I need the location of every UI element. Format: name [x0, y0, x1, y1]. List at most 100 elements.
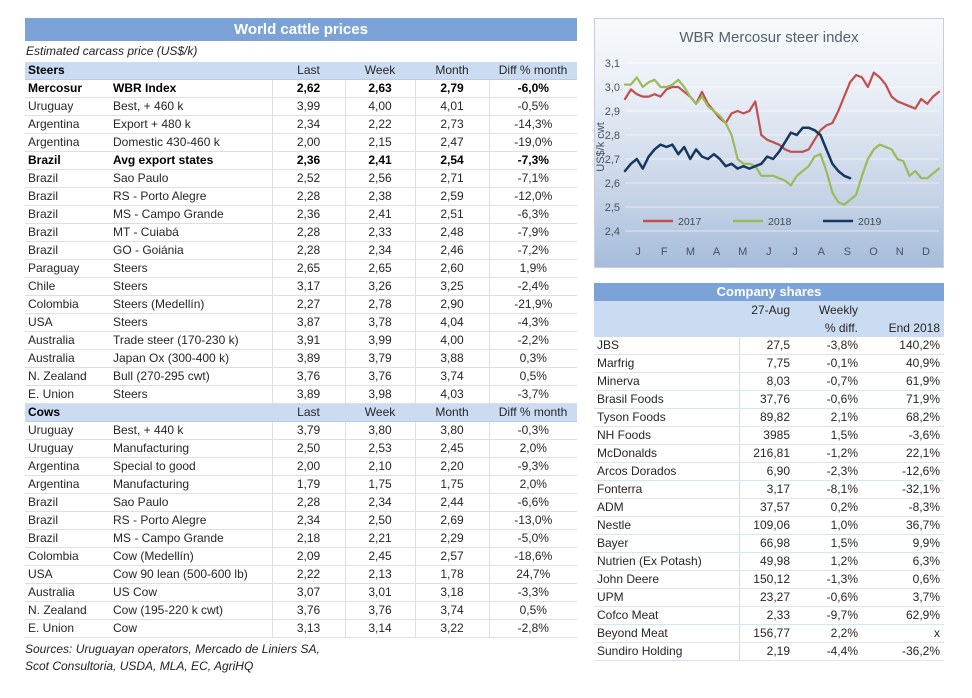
diff-cell: -9,3%	[488, 457, 578, 476]
diff-cell: -3,7%	[488, 385, 578, 404]
company-name: Brasil Foods	[597, 392, 664, 406]
end-2018-cell: 3,7%	[912, 590, 940, 604]
last-cell: 2,52	[271, 169, 346, 188]
country-cell: N. Zealand	[25, 601, 110, 620]
price-row: Uruguay Best, + 440 k 3,79 3,80 3,80 -0,3%	[25, 421, 578, 440]
country-cell: Colombia	[25, 547, 110, 566]
price-cell: 23,27	[739, 589, 794, 606]
country-cell: Uruguay	[25, 97, 110, 116]
company-row: Bayer 66,98 1,5% 9,9%	[594, 535, 944, 553]
week-cell: 3,76	[344, 601, 416, 620]
price-cell: 216,81	[739, 445, 794, 462]
company-row: JBS 27,5 -3,8% 140,2%	[594, 337, 944, 355]
company-name: Nutrien (Ex Potash)	[597, 554, 702, 568]
right-column: WBR Mercosur steer index 3,1 3,0 2,9 2,8 2,7…	[594, 18, 944, 661]
week-cell: 3,79	[344, 349, 416, 368]
company-name: Nestle	[597, 518, 632, 532]
company-name: Bayer	[597, 536, 629, 550]
y-tick-label: 2,8	[605, 130, 620, 142]
weekly-diff-cell: -0,1%	[826, 356, 858, 370]
description-cell: Sao Paulo	[110, 169, 273, 188]
x-tick-label: A	[713, 246, 721, 258]
y-axis-label: US$/k cwt	[595, 122, 607, 172]
company-row: Fonterra 3,17 -8,1% -32,1%	[594, 481, 944, 499]
diff-cell: -7,1%	[488, 169, 578, 188]
chart-title: WBR Mercosur steer index	[679, 29, 859, 46]
week-cell: 3,80	[344, 421, 416, 440]
description-cell: RS - Porto Alegre	[110, 187, 273, 206]
company-shares-section: Company shares 27-Aug Weekly % diff. End…	[594, 283, 944, 661]
diff-cell: -2,4%	[488, 277, 578, 296]
last-cell: 3,17	[271, 277, 346, 296]
month-cell: 2,59	[414, 187, 490, 206]
last-cell: 3,79	[271, 421, 346, 440]
company-name: Minerva	[597, 374, 640, 388]
end-2018-cell: 61,9%	[905, 374, 940, 388]
price-cell: 150,12	[739, 571, 794, 588]
month-cell: 2,20	[414, 457, 490, 476]
description-cell: Steers	[110, 277, 273, 296]
company-row: Nutrien (Ex Potash) 49,98 1,2% 6,3%	[594, 553, 944, 571]
diff-cell: -6,6%	[488, 493, 578, 512]
description-cell: MS - Campo Grande	[110, 205, 273, 224]
week-cell: 2,21	[344, 529, 416, 548]
column-header: Week	[345, 62, 416, 80]
week-cell: 2,63	[344, 79, 416, 98]
company-name: Tyson Foods	[597, 410, 666, 424]
last-cell: 2,18	[271, 529, 346, 548]
month-cell: 3,22	[414, 619, 490, 638]
diff-cell: -0,5%	[488, 97, 578, 116]
month-cell: 3,25	[414, 277, 490, 296]
week-cell: 2,22	[344, 115, 416, 134]
diff-cell: -14,3%	[488, 115, 578, 134]
description-cell: RS - Porto Alegre	[110, 511, 273, 530]
country-cell: Brazil	[25, 241, 110, 260]
diff-cell: -5,0%	[488, 529, 578, 548]
diff-cell: 0,5%	[488, 367, 578, 386]
price-cell: 2,19	[739, 643, 794, 660]
week-cell: 2,41	[344, 205, 416, 224]
month-cell: 3,74	[414, 367, 490, 386]
diff-cell: -7,3%	[488, 151, 578, 170]
month-cell: 2,60	[414, 259, 490, 278]
price-row: Argentina Special to good 2,00 2,10 2,20 -9,3…	[25, 457, 578, 476]
end-2018-cell: -32,1%	[901, 482, 940, 496]
world-cattle-prices-section: World cattle prices Estimated carcass pr…	[25, 18, 578, 675]
company-name: Cofco Meat	[597, 608, 659, 622]
weekly-diff-cell: -0,7%	[826, 374, 858, 388]
last-cell: 3,91	[271, 331, 346, 350]
last-cell: 2,65	[271, 259, 346, 278]
country-cell: Australia	[25, 583, 110, 602]
country-cell: Brazil	[25, 187, 110, 206]
weekly-diff-cell: 2,2%	[830, 626, 858, 640]
weekly-diff-cell: 2,1%	[830, 410, 858, 424]
month-cell: 4,03	[414, 385, 490, 404]
weekly-diff-cell: 0,2%	[830, 500, 858, 514]
cattle-prices-table: Steers Last Week Month Diff % month Mercosur W…	[25, 62, 578, 638]
end-2018-cell: 62,9%	[905, 608, 940, 622]
end-2018-cell: 22,1%	[905, 446, 940, 460]
week-cell: 2,34	[344, 493, 416, 512]
week-cell: 2,41	[344, 151, 416, 170]
price-row: Brazil MT - Cuiabá 2,28 2,33 2,48 -7,9%	[25, 223, 578, 242]
week-cell: 2,15	[344, 133, 416, 152]
country-cell: E. Union	[25, 385, 110, 404]
country-cell: Australia	[25, 331, 110, 350]
price-row: USA Steers 3,87 3,78 4,04 -4,3%	[25, 313, 578, 332]
price-row: Colombia Cow (Medellín) 2,09 2,45 2,57 -18,6%	[25, 547, 578, 566]
price-row: Brazil MS - Campo Grande 2,18 2,21 2,29 -5,0%	[25, 529, 578, 548]
week-cell: 2,45	[344, 547, 416, 566]
description-cell: Sao Paulo	[110, 493, 273, 512]
y-tick-label: 2,9	[605, 106, 620, 118]
description-cell: Steers	[110, 259, 273, 278]
sources-line-1: Sources: Uruguayan operators, Mercado de…	[25, 642, 320, 656]
description-cell: GO - Goiánia	[110, 241, 273, 260]
header-end-2018: End 2018	[888, 321, 940, 335]
week-cell: 2,50	[344, 511, 416, 530]
price-row: Brazil Sao Paulo 2,52 2,56 2,71 -7,1%	[25, 169, 578, 188]
month-cell: 3,80	[414, 421, 490, 440]
price-cell: 109,06	[739, 517, 794, 534]
diff-cell: 24,7%	[488, 565, 578, 584]
company-shares-title: Company shares	[594, 283, 944, 301]
price-row: Australia Trade steer (170-230 k) 3,91 3,99…	[25, 331, 578, 350]
